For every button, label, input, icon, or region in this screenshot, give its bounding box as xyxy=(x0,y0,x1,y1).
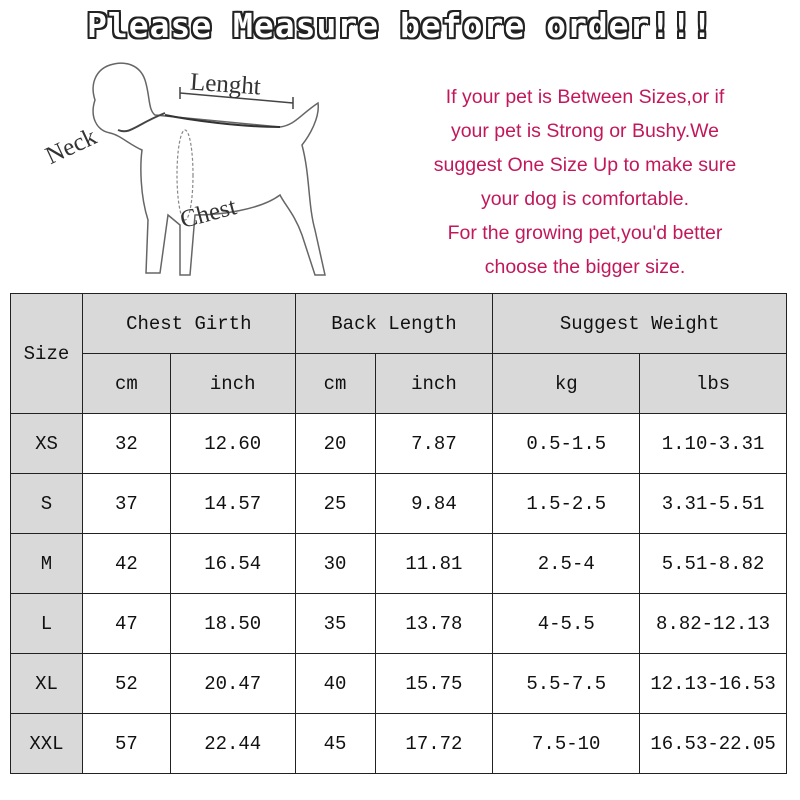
size-cell: XL xyxy=(10,653,83,714)
table-cell: 30 xyxy=(294,533,376,594)
table-cell: 11.81 xyxy=(374,533,494,594)
table-cell: 45 xyxy=(294,713,376,774)
table-cell: 13.78 xyxy=(374,593,494,654)
unit-header: lbs xyxy=(639,353,787,414)
table-cell: 12.13-16.53 xyxy=(639,653,787,714)
size-cell: S xyxy=(10,473,83,534)
table-cell: 16.54 xyxy=(169,533,296,594)
table-cell: 22.44 xyxy=(169,713,296,774)
table-cell: 47 xyxy=(81,593,171,654)
table-cell: 16.53-22.05 xyxy=(639,713,787,774)
size-cell: XS xyxy=(10,413,83,474)
header-row: Size Chest Girth Back Length Suggest Wei… xyxy=(10,293,787,414)
table-cell: 42 xyxy=(81,533,171,594)
table-cell: 14.57 xyxy=(169,473,296,534)
size-chart-table: Size Chest Girth Back Length Suggest Wei… xyxy=(10,293,787,774)
size-cell: M xyxy=(10,533,83,594)
advice-line: If your pet is Between Sizes,or if xyxy=(445,86,725,108)
table-cell: 7.87 xyxy=(374,413,494,474)
table-cell: 12.60 xyxy=(169,413,296,474)
unit-header: inch xyxy=(169,353,296,414)
table-cell: 3.31-5.51 xyxy=(639,473,787,534)
dog-measurement-diagram: Lenght Neck Chest xyxy=(40,55,340,285)
table-cell: 52 xyxy=(81,653,171,714)
table-row: L 47 18.50 35 13.78 4-5.5 8.82-12.13 xyxy=(10,593,787,654)
table-cell: 20 xyxy=(294,413,376,474)
table-row: S 37 14.57 25 9.84 1.5-2.5 3.31-5.51 xyxy=(10,473,787,534)
table-cell: 5.51-8.82 xyxy=(639,533,787,594)
unit-header: kg xyxy=(492,353,641,414)
advice-line: your dog is comfortable. xyxy=(480,188,690,210)
table-cell: 40 xyxy=(294,653,376,714)
table-cell: 17.72 xyxy=(374,713,494,774)
dog-outline-icon xyxy=(92,62,326,276)
table-cell: 4-5.5 xyxy=(492,593,641,654)
chest-girth-header: Chest Girth xyxy=(81,293,296,354)
unit-header: cm xyxy=(294,353,376,414)
advice-line: choose the bigger size. xyxy=(484,256,686,278)
size-header: Size xyxy=(10,293,83,414)
table-cell: 18.50 xyxy=(169,593,296,654)
table-cell: 8.82-12.13 xyxy=(639,593,787,654)
advice-line: suggest One Size Up to make sure xyxy=(433,154,737,176)
table-cell: 7.5-10 xyxy=(492,713,641,774)
table-cell: 9.84 xyxy=(374,473,494,534)
table-row: XXL 57 22.44 45 17.72 7.5-10 16.53-22.05 xyxy=(10,713,787,774)
table-row: XL 52 20.47 40 15.75 5.5-7.5 12.13-16.53 xyxy=(10,653,787,714)
unit-header: cm xyxy=(81,353,171,414)
table-cell: 32 xyxy=(81,413,171,474)
size-cell: L xyxy=(10,593,83,654)
table-cell: 57 xyxy=(81,713,171,774)
suggest-weight-header: Suggest Weight xyxy=(492,293,787,354)
table-cell: 37 xyxy=(81,473,171,534)
advice-line: For the growing pet,you'd better xyxy=(447,222,723,244)
sizing-advice: If your pet is Between Sizes,or if your … xyxy=(395,80,775,284)
table-cell: 2.5-4 xyxy=(492,533,641,594)
table-cell: 0.5-1.5 xyxy=(492,413,641,474)
length-label: Lenght xyxy=(189,68,262,101)
size-cell: XXL xyxy=(10,713,83,774)
table-cell: 25 xyxy=(294,473,376,534)
table-row: XS 32 12.60 20 7.87 0.5-1.5 1.10-3.31 xyxy=(10,413,787,474)
table-cell: 1.5-2.5 xyxy=(492,473,641,534)
table-cell: 20.47 xyxy=(169,653,296,714)
table-cell: 1.10-3.31 xyxy=(639,413,787,474)
back-length-header: Back Length xyxy=(294,293,494,354)
advice-line: your pet is Strong or Bushy.We xyxy=(450,120,720,142)
unit-header: inch xyxy=(374,353,494,414)
table-row: M 42 16.54 30 11.81 2.5-4 5.51-8.82 xyxy=(10,533,787,594)
unit-row: cm inch cm inch kg lbs xyxy=(11,353,787,414)
table-cell: 15.75 xyxy=(374,653,494,714)
table-cell: 5.5-7.5 xyxy=(492,653,641,714)
table-cell: 35 xyxy=(294,593,376,654)
page-title: Please Measure before order!!! xyxy=(86,6,714,45)
